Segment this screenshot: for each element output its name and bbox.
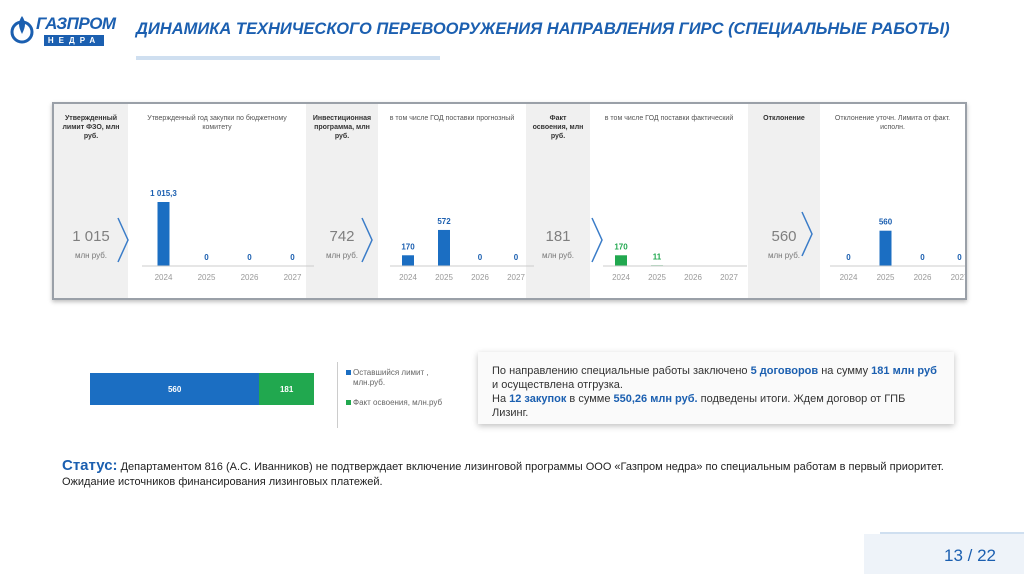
bar-charts: 1 015,3 2024 0 2025 0 2026 0 2027 170 2024 572 2025…	[142, 189, 965, 282]
summary-value: 742	[329, 228, 355, 245]
x-tick-label: 2025	[435, 273, 453, 282]
page-title: ДИНАМИКА ТЕХНИЧЕСКОГО ПЕРЕВООРУЖЕНИЯ НАП…	[136, 20, 950, 38]
summary-header: Инвестиционная программа, млн руб.	[312, 115, 372, 140]
status-text: Департаментом 816 (А.С. Иванников) не по…	[62, 461, 944, 488]
chart-header: в том числе ГОД поставки прогнозный	[389, 115, 515, 122]
bar	[402, 255, 414, 266]
title-underline	[136, 56, 440, 60]
summary-unit: млн руб.	[325, 251, 359, 260]
flame-icon	[10, 16, 34, 44]
x-tick-label: 2027	[284, 273, 302, 282]
info-box: По направлению специальные работы заключ…	[478, 352, 954, 424]
gazprom-logo: ГАЗПРОМ НЕДРА	[10, 8, 116, 48]
bar-data-label: 170	[614, 242, 628, 251]
bar-data-label: 0	[920, 253, 925, 262]
bar-data-label: 0	[247, 253, 252, 262]
stacked-limit-bar: 560 181	[90, 373, 314, 405]
summary-value: 181	[545, 228, 571, 245]
legend-swatch	[346, 400, 351, 405]
x-tick-label: 2024	[840, 273, 858, 282]
x-tick-label: 2025	[648, 273, 666, 282]
chevron-right-icon	[361, 217, 373, 263]
x-tick-label: 2026	[241, 273, 259, 282]
summary-unit: млн руб.	[767, 251, 801, 260]
summary-col-fact: Факт освоения, млн руб. 181 млн руб.	[526, 104, 590, 298]
info-text: в сумме	[566, 393, 614, 405]
legend: Оставшийся лимит , млн.руб. Факт освоения…	[346, 368, 456, 418]
chart-header: Утвержденный год закупки по бюджетному к…	[147, 115, 287, 131]
bar-data-label: 560	[879, 218, 893, 227]
logo-sub: НЕДРА	[44, 35, 104, 46]
bar-segment: 560	[90, 373, 260, 405]
bar-data-label: 0	[204, 253, 209, 262]
summary-col-limit: Утвержденный лимит ФЗО, млн руб. 1 015 м…	[54, 104, 128, 298]
dynamics-panel: Утвержденный лимит ФЗО, млн руб. 1 015 м…	[52, 102, 967, 300]
summary-unit: млн руб.	[541, 251, 575, 260]
bar-data-label: 0	[290, 253, 295, 262]
bar-data-label: 572	[437, 217, 451, 226]
bar	[157, 202, 170, 266]
status-block: Статус: Департаментом 816 (А.С. Иваннико…	[62, 458, 962, 490]
summary-col-deviation: Отклонение 560 млн руб.	[748, 104, 820, 298]
summary-value: 560	[771, 228, 797, 245]
chevron-right-icon	[591, 217, 603, 263]
legend-divider	[337, 362, 338, 428]
footer-line	[880, 532, 1024, 534]
chart-header: в том числе ГОД поставки фактический	[604, 115, 734, 122]
bar-data-label: 0	[478, 253, 483, 262]
x-tick-label: 2027	[951, 273, 965, 282]
info-text: По направлению специальные работы заключ…	[492, 365, 751, 377]
logo-brand: ГАЗПРОМ	[36, 14, 116, 33]
summary-header: Утвержденный лимит ФЗО, млн руб.	[62, 115, 120, 140]
x-tick-label: 2026	[684, 273, 702, 282]
x-tick-label: 2026	[471, 273, 489, 282]
chevron-right-icon	[801, 211, 813, 257]
info-text: подведены итоги. Ждем договор от ГПБ Лиз…	[492, 393, 906, 419]
legend-label: Оставшийся лимит , млн.руб.	[353, 368, 429, 387]
bar-data-label: 0	[957, 253, 962, 262]
x-tick-label: 2025	[198, 273, 216, 282]
bar-segment: 181	[259, 373, 314, 405]
status-label: Статус:	[62, 457, 118, 474]
footer-bg	[864, 534, 1024, 574]
chart-header: Отклонение уточн. Лимита от факт. исполн…	[834, 115, 951, 131]
legend-item: Оставшийся лимит , млн.руб.	[346, 368, 456, 388]
bar-data-label: 0	[846, 253, 851, 262]
bar	[438, 229, 450, 266]
info-line-1: По направлению специальные работы заключ…	[492, 364, 940, 392]
summary-header: Отклонение	[763, 115, 805, 122]
bar-data-label: 0	[514, 253, 519, 262]
info-text: На	[492, 393, 510, 405]
bar	[879, 230, 892, 266]
summary-header: Факт освоения, млн руб.	[532, 115, 584, 140]
summary-value: 1 015	[72, 228, 110, 245]
info-highlight: 181 млн руб	[871, 365, 937, 377]
info-highlight: 550,26 млн руб.	[613, 393, 698, 405]
legend-item: Факт освоения, млн.руб	[346, 398, 456, 408]
x-tick-label: 2024	[399, 273, 417, 282]
info-line-2: На 12 закупок в сумме 550,26 млн руб. по…	[492, 392, 940, 420]
bar-data-label: 170	[401, 242, 415, 251]
info-highlight: 12 закупок	[509, 393, 567, 405]
info-highlight: 5 договоров	[750, 365, 819, 377]
summary-unit: млн руб.	[74, 251, 108, 260]
info-text: и осуществлена отгрузка.	[492, 379, 623, 391]
page-number: 13 / 22	[944, 546, 996, 565]
x-tick-label: 2026	[914, 273, 932, 282]
bar	[615, 255, 627, 266]
chevron-right-icon	[117, 217, 129, 263]
summary-col-invest: Инвестиционная программа, млн руб. 742 м…	[306, 104, 378, 298]
bar-data-label: 11	[653, 252, 662, 261]
x-tick-label: 2027	[720, 273, 738, 282]
x-tick-label: 2025	[877, 273, 895, 282]
x-tick-label: 2024	[155, 273, 173, 282]
x-tick-label: 2024	[612, 273, 630, 282]
info-text: на сумму	[818, 365, 872, 377]
x-tick-label: 2027	[507, 273, 525, 282]
legend-label: Факт освоения, млн.руб	[353, 398, 443, 407]
bar-data-label: 1 015,3	[150, 189, 177, 198]
legend-swatch	[346, 370, 351, 375]
